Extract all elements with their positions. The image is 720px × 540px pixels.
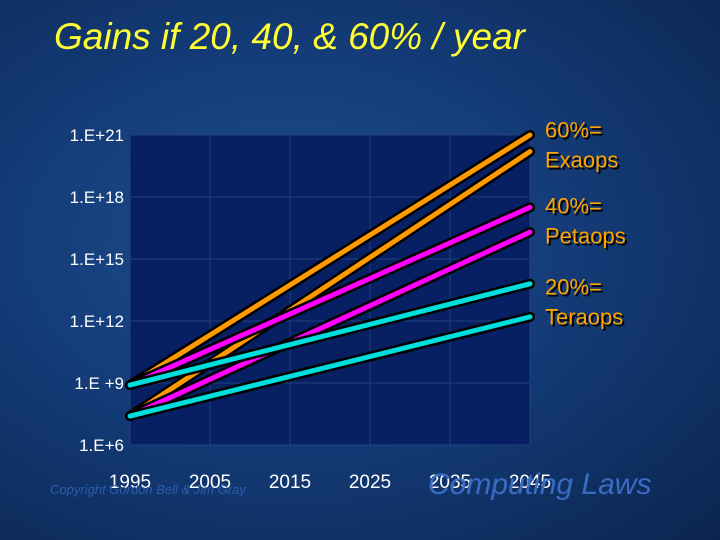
series-line-40pct — [127, 204, 533, 388]
series-annotations: 60%=60%=ExaopsExaops40%=40%=PetaopsPetao… — [545, 117, 628, 331]
x-tick-label: 2015 — [269, 472, 311, 493]
x-tick-label: 2045 — [509, 472, 551, 493]
copyright-footer: Copyright Gordon Bell & Jim Gray — [50, 482, 246, 497]
series-lines — [125, 130, 535, 422]
annotation-label: 60%= — [545, 117, 602, 142]
series-line-60pct — [127, 132, 533, 388]
x-tick-label: 1995 — [109, 472, 151, 493]
x-tick-label: 2005 — [189, 472, 231, 493]
brand-footer: Computing Laws — [428, 468, 652, 501]
annotation-label: Petaops — [545, 224, 626, 249]
y-tick-label: 1.E+18 — [70, 188, 124, 207]
series-line-20pct — [127, 281, 533, 388]
x-tick-label: 2035 — [429, 472, 471, 493]
x-axis: 1995 2005 2015 2025 2035 2045 — [109, 472, 551, 493]
annotation-shadow: 60%= — [547, 119, 604, 144]
annotation-label: Teraops — [545, 304, 623, 329]
annotation-label: 20%= — [545, 274, 602, 299]
y-tick-label: 1.E+21 — [70, 126, 124, 145]
annotation-shadow: Exaops — [547, 149, 620, 174]
plot-background — [130, 135, 530, 445]
annotation-shadow: 40%= — [547, 196, 604, 221]
y-tick-label: 1.E+12 — [70, 312, 124, 331]
annotation-shadow: 20%= — [547, 276, 604, 301]
annotation-label: 40%= — [545, 194, 602, 219]
chart-title: Gains if 20, 40, & 60% / year — [54, 16, 525, 57]
series-line-20pct — [127, 314, 533, 419]
plot-area — [130, 135, 530, 445]
annotation-label: Exaops — [545, 147, 618, 172]
y-tick-label: 1.E+6 — [79, 436, 124, 455]
annotation-shadow: Petaops — [547, 226, 628, 251]
y-tick-label: 1.E+15 — [70, 250, 124, 269]
x-tick-label: 2025 — [349, 472, 391, 493]
y-axis: 1.E+21 1.E+18 1.E+15 1.E+12 1.E +9 1.E+6 — [70, 126, 124, 455]
y-tick-label: 1.E +9 — [74, 374, 124, 393]
series-line-40pct — [127, 229, 533, 419]
annotation-shadow: Teraops — [547, 306, 625, 331]
